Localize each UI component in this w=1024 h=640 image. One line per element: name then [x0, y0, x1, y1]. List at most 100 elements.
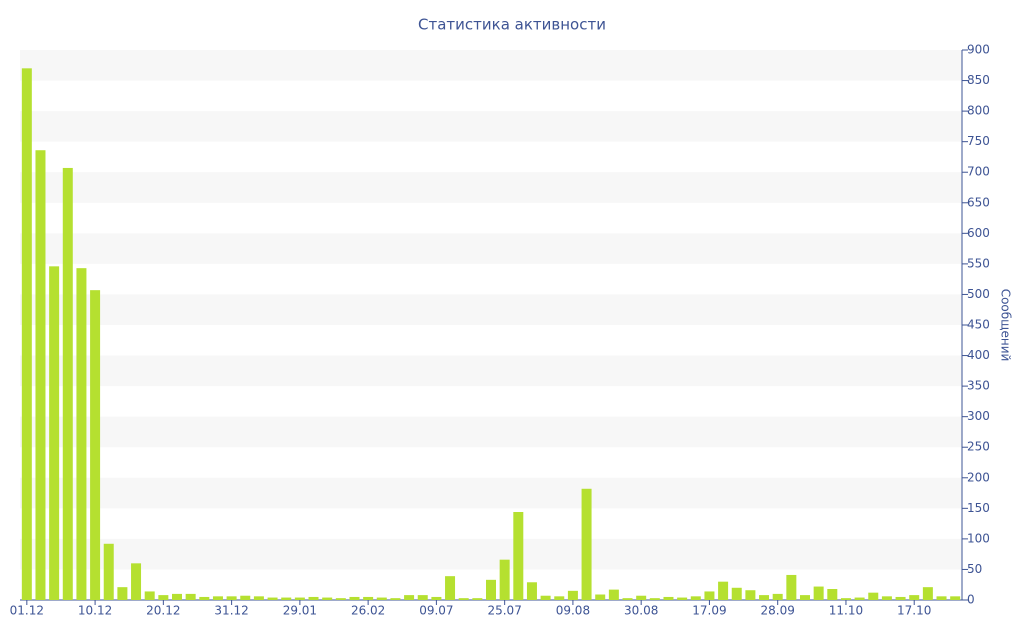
y-tick-label: 700 [967, 165, 990, 179]
bar [212, 596, 223, 600]
bar [854, 597, 865, 600]
bar [335, 598, 346, 600]
bar [90, 290, 101, 600]
bar [595, 594, 606, 600]
bar [144, 591, 155, 600]
x-tick-label: 01.12 [10, 604, 44, 618]
grid-band [20, 477, 962, 509]
bar [868, 592, 879, 600]
bar [581, 488, 592, 600]
x-tick-label: 20.12 [146, 604, 180, 618]
y-tick-label: 450 [967, 318, 990, 332]
bar [158, 595, 169, 600]
bar [827, 589, 838, 600]
y-tick-label: 0 [967, 593, 975, 607]
bar [800, 595, 810, 600]
bar [486, 579, 496, 600]
bar [62, 167, 73, 600]
bar [895, 596, 906, 600]
bar [49, 266, 60, 600]
bar [909, 595, 920, 600]
bar [936, 596, 947, 600]
grid-band [20, 233, 962, 264]
bar [431, 596, 442, 600]
y-tick-label: 350 [967, 379, 990, 393]
bar [513, 512, 524, 600]
bar [226, 596, 237, 600]
bar [772, 593, 783, 600]
bar [185, 593, 196, 600]
bar [499, 559, 510, 600]
grid-band [20, 355, 962, 387]
x-tick-label: 29.01 [283, 604, 317, 618]
bar [472, 598, 483, 600]
y-tick-label: 550 [967, 256, 990, 270]
bar [294, 597, 305, 600]
bar [690, 596, 701, 600]
bar [554, 596, 565, 600]
y-tick-label: 850 [967, 73, 990, 87]
grid-band [20, 538, 962, 570]
x-tick-label: 28.09 [761, 604, 795, 618]
bar [745, 590, 756, 600]
bar [281, 597, 292, 600]
x-tick-label: 30.08 [624, 604, 658, 618]
bar [131, 563, 142, 600]
bar [704, 591, 715, 600]
bar [622, 598, 633, 600]
y-tick-label: 600 [967, 226, 990, 240]
y-tick-label: 250 [967, 440, 990, 454]
bar [240, 595, 251, 600]
bar [172, 593, 182, 600]
bar [417, 595, 428, 600]
bar [35, 150, 46, 600]
bar [267, 597, 278, 600]
bar [567, 590, 578, 600]
bar [677, 597, 688, 600]
bar [608, 589, 619, 600]
grid-band [20, 416, 962, 448]
bar [308, 596, 319, 600]
bar [540, 595, 551, 600]
grid-band [20, 111, 962, 142]
bar [718, 581, 729, 600]
bar [349, 596, 360, 600]
x-tick-label: 11.10 [829, 604, 863, 618]
y-tick-label: 800 [967, 104, 990, 118]
x-tick-label: 09.08 [556, 604, 590, 618]
bar [663, 596, 674, 600]
bar [390, 598, 401, 600]
bar [253, 596, 264, 600]
bar [376, 597, 387, 600]
bar [731, 587, 742, 600]
bar [786, 574, 797, 600]
bar [950, 596, 961, 600]
bar [404, 595, 415, 600]
bar [445, 576, 456, 600]
bar [881, 596, 892, 600]
bar [103, 543, 114, 600]
bar [76, 268, 87, 600]
bar [649, 598, 660, 600]
bar [322, 597, 333, 600]
bar [840, 598, 851, 600]
y-tick-label: 200 [967, 470, 990, 484]
bar [636, 595, 647, 600]
bar [199, 596, 210, 600]
x-tick-label: 17.09 [692, 604, 726, 618]
x-tick-label: 10.12 [78, 604, 112, 618]
y-tick-label: 750 [967, 134, 990, 148]
chart-title: Статистика активности [418, 16, 606, 34]
y-tick-label: 50 [967, 562, 982, 576]
x-tick-label: 26.02 [351, 604, 385, 618]
grid-band [20, 294, 962, 325]
grid-band [20, 172, 962, 203]
bar [759, 595, 770, 600]
y-tick-label: 100 [967, 531, 990, 545]
bar [458, 598, 469, 600]
grid-band [20, 50, 962, 81]
x-tick-label: 25.07 [487, 604, 521, 618]
y-tick-label: 150 [967, 501, 990, 515]
x-tick-label: 09.07 [419, 604, 453, 618]
